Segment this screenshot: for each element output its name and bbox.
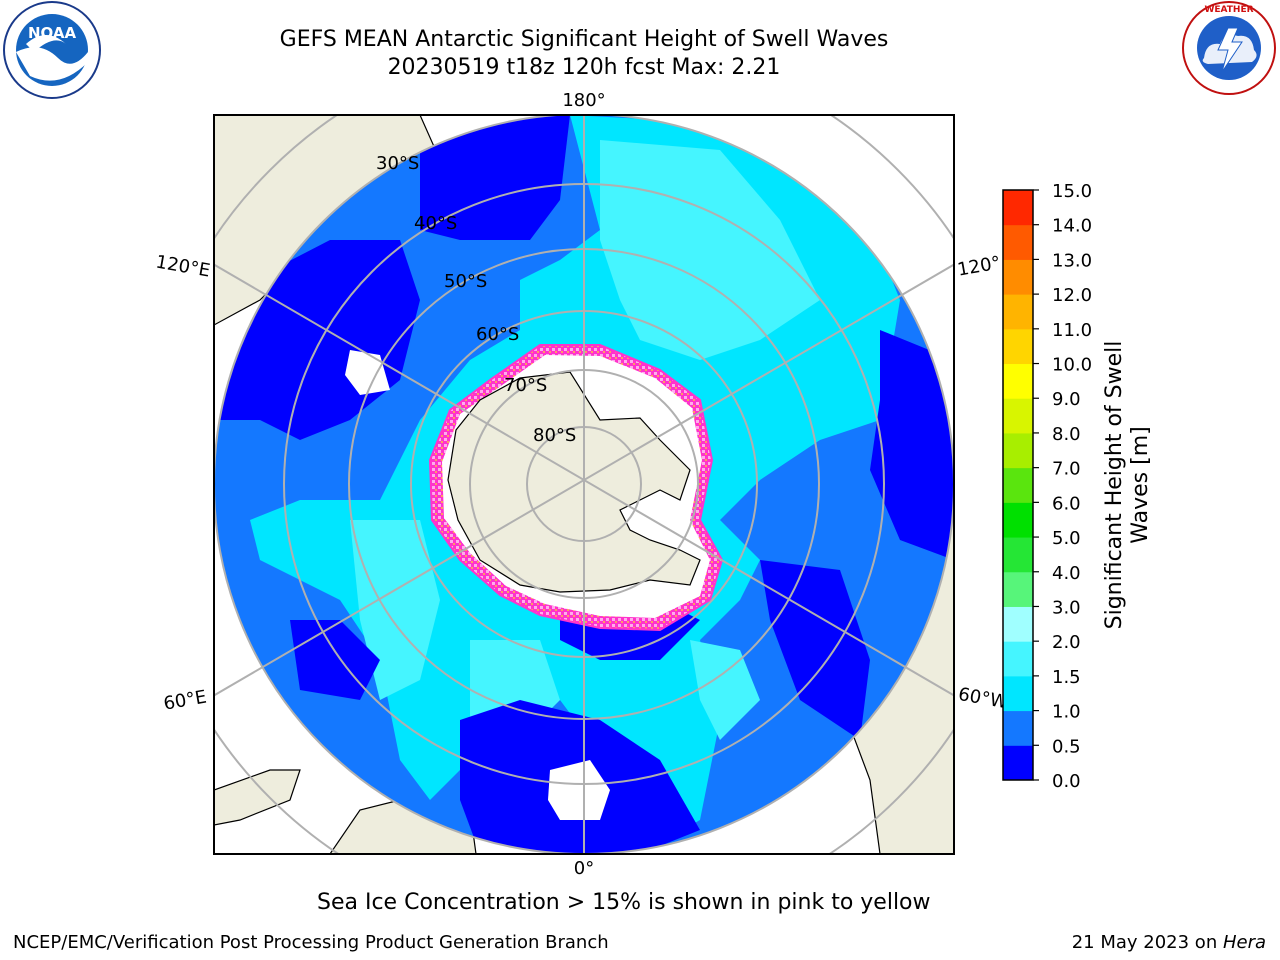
graticule xyxy=(214,115,954,854)
footer-date-text: 21 May 2023 on xyxy=(1071,932,1223,953)
colorbar-label-line2: Waves [m] xyxy=(1128,426,1153,544)
lon-label-180: 180° xyxy=(562,90,605,111)
chart-title: GEFS MEAN Antarctic Significant Height o… xyxy=(279,27,889,52)
colorbar-label-line1: Significant Height of Swell xyxy=(1102,340,1127,630)
lat-label-80s: 80°S xyxy=(533,425,576,446)
lon-label-60w: 60°W xyxy=(957,684,1010,713)
lon-label-120e: 120°E xyxy=(154,251,212,281)
sea-ice-note: Sea Ice Concentration > 15% is shown in … xyxy=(317,890,931,915)
footer-host: Hera xyxy=(1222,932,1266,953)
lon-label-120w: 120° xyxy=(956,252,1002,280)
lat-label-40s: 40°S xyxy=(414,213,457,234)
lat-label-30s: 30°S xyxy=(376,153,419,174)
madagascar-land xyxy=(214,769,301,826)
antarctica-land xyxy=(447,371,701,593)
lon-label-0: 0° xyxy=(574,858,594,879)
footer-date: 21 May 2023 on Hera xyxy=(1072,932,1266,953)
lat-label-50s: 50°S xyxy=(444,271,487,292)
footer-credit: NCEP/EMC/Verification Post Processing Pr… xyxy=(13,932,609,953)
colorbar-label: Significant Height of Swell Waves [m] xyxy=(1102,341,1154,630)
lat-label-70s: 70°S xyxy=(504,375,547,396)
svg-text:WEATHER: WEATHER xyxy=(1204,5,1253,15)
nws-logo: WEATHER xyxy=(1182,1,1276,95)
lat-label-60s: 60°S xyxy=(476,324,519,345)
chart-subtitle: 20230519 t18z 120h fcst Max: 2.21 xyxy=(387,55,781,80)
map-frame xyxy=(213,114,955,855)
lon-label-60e: 60°E xyxy=(162,686,208,714)
noaa-logo: NOAA xyxy=(3,1,101,99)
svg-text:NOAA: NOAA xyxy=(28,24,77,42)
